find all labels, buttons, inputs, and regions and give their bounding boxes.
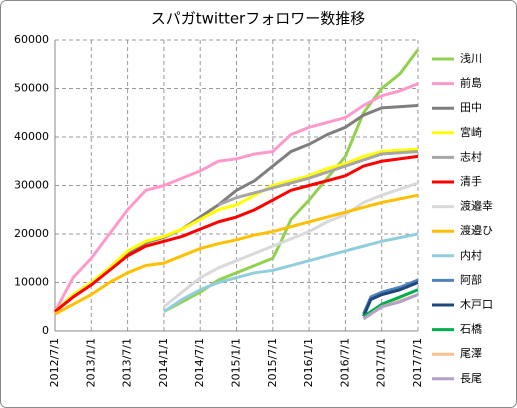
series-line (54, 154, 419, 313)
y-tick-label: 50000 (14, 82, 49, 95)
legend-label: 石橋 (460, 322, 482, 336)
legend-label: 長尾 (460, 372, 482, 385)
series-line (362, 281, 419, 318)
x-tick-label: 2015/7/1 (266, 338, 279, 387)
series-line (54, 193, 419, 316)
legend-label: 尾澤 (460, 347, 482, 360)
x-tick-label: 2014/7/1 (193, 338, 206, 387)
series-line (162, 181, 419, 308)
legend-label: 木戸口 (460, 298, 493, 311)
x-tick-label: 2016/1/1 (302, 338, 315, 387)
x-tick-label: 2014/1/1 (157, 338, 170, 387)
legend-label: 渡邉幸 (460, 199, 493, 213)
x-tick-label: 2016/7/1 (338, 338, 351, 387)
legend-label: 宮崎 (460, 125, 482, 139)
legend-label: 志村 (460, 149, 482, 163)
y-tick-label: 10000 (14, 276, 49, 289)
x-tick-label: 2017/1/1 (375, 338, 388, 387)
y-tick-label: 40000 (14, 130, 49, 143)
y-tick-label: 0 (42, 324, 49, 337)
legend-label: 内村 (460, 248, 482, 262)
y-tick-label: 30000 (14, 179, 49, 192)
legend-label: 渡邉ひ (460, 223, 493, 237)
series-line (53, 147, 419, 313)
legend-label: 前島 (460, 76, 482, 90)
legend-label: 田中 (460, 101, 482, 114)
x-tick-label: 2013/7/1 (121, 338, 134, 387)
series-line (362, 293, 419, 321)
series-line (53, 82, 419, 313)
legend-label: 阿部 (460, 272, 482, 286)
series-line (362, 288, 419, 318)
x-tick-label: 2012/7/1 (48, 338, 61, 387)
y-tick-label: 20000 (14, 227, 49, 240)
x-tick-label: 2013/1/1 (84, 338, 97, 387)
legend-label: 浅川 (460, 52, 482, 65)
series-line (217, 150, 419, 207)
x-tick-label: 2015/1/1 (230, 338, 243, 387)
x-tick-label: 2017/7/1 (411, 338, 424, 387)
chart-title: スパガtwitterフォロワー数推移 (151, 10, 365, 28)
legend-label: 清手 (460, 174, 482, 188)
y-tick-label: 60000 (14, 33, 49, 46)
series-line (163, 232, 419, 313)
